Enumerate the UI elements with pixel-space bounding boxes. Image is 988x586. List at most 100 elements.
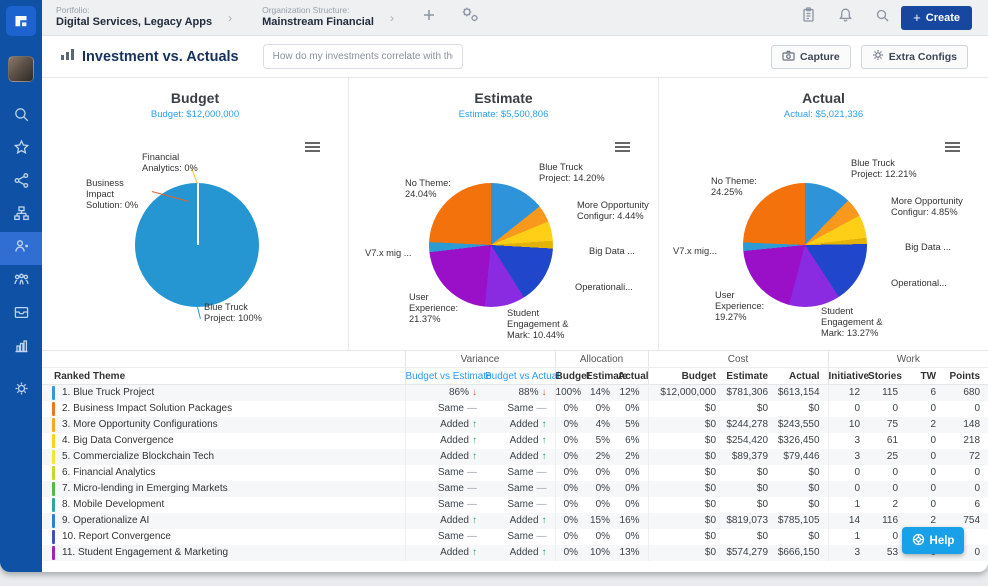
allocation-cell: 0%	[618, 465, 648, 481]
work-cell: 1	[828, 529, 868, 545]
logo-icon	[6, 6, 36, 36]
table-row[interactable]: 7. Micro-lending in Emerging MarketsSame…	[42, 481, 988, 497]
column-header[interactable]: Budget	[555, 368, 586, 385]
chart-title: Budget	[42, 90, 348, 106]
cost-cell: $0	[724, 497, 776, 513]
table-row[interactable]: 4. Big Data ConvergenceAdded↑Added↑0%5%6…	[42, 433, 988, 449]
theme-cell[interactable]: 7. Micro-lending in Emerging Markets	[42, 481, 405, 497]
clipboard-button[interactable]	[801, 7, 816, 28]
column-header[interactable]: Budget vs Estimate	[405, 368, 485, 385]
sidebar-item-hierarchy[interactable]	[0, 199, 42, 232]
column-header[interactable]: Budget	[648, 368, 724, 385]
allocation-cell: 0%	[555, 481, 586, 497]
cost-cell: $79,446	[776, 449, 828, 465]
table-row[interactable]: 9. Operationalize AIAdded↑Added↑0%15%16%…	[42, 513, 988, 529]
sidebar-item-settings[interactable]	[0, 374, 42, 407]
add-structure-button[interactable]	[421, 7, 437, 28]
work-cell: 218	[944, 433, 988, 449]
breadcrumb-portfolio[interactable]: Portfolio: Digital Services, Legacy Apps	[56, 6, 212, 28]
theme-cell[interactable]: 2. Business Impact Solution Packages	[42, 401, 405, 417]
theme-cell[interactable]: 5. Commercialize Blockchain Tech	[42, 449, 405, 465]
pie-label: More Opportunity Configur: 4.85%	[891, 196, 971, 218]
notifications-button[interactable]	[838, 7, 853, 28]
work-cell: 680	[944, 385, 988, 401]
allocation-cell: 0%	[586, 481, 618, 497]
table-row[interactable]: 3. More Opportunity ConfigurationsAdded↑…	[42, 417, 988, 433]
table-row[interactable]: 5. Commercialize Blockchain TechAdded↑Ad…	[42, 449, 988, 465]
column-header[interactable]: Initiative	[828, 368, 868, 385]
theme-cell[interactable]: 8. Mobile Development	[42, 497, 405, 513]
theme-cell[interactable]: 6. Financial Analytics	[42, 465, 405, 481]
sidebar-item-reports[interactable]	[0, 331, 42, 364]
chart-title: Actual	[659, 90, 988, 106]
work-cell: 61	[868, 433, 906, 449]
app-logo[interactable]	[0, 0, 42, 42]
theme-cell[interactable]: 11. Student Engagement & Marketing	[42, 545, 405, 561]
variance-cell: Same—	[405, 481, 485, 497]
allocation-cell: 0%	[618, 497, 648, 513]
breadcrumb-organization[interactable]: Organization Structure: Mainstream Finan…	[262, 6, 374, 28]
configure-structure-button[interactable]	[459, 5, 481, 30]
user-avatar[interactable]	[8, 56, 34, 82]
column-header[interactable]: Estimate	[724, 368, 776, 385]
allocation-cell: 5%	[586, 433, 618, 449]
column-header[interactable]: Points	[944, 368, 988, 385]
table-row[interactable]: 6. Financial AnalyticsSame—Same—0%0%0%$0…	[42, 465, 988, 481]
work-cell: 0	[906, 497, 944, 513]
capture-button[interactable]: Capture	[771, 45, 851, 69]
column-header[interactable]: Stories	[868, 368, 906, 385]
allocation-cell: 0%	[586, 529, 618, 545]
no-change-icon: —	[467, 467, 477, 478]
theme-cell[interactable]: 9. Operationalize AI	[42, 513, 405, 529]
theme-cell[interactable]: 3. More Opportunity Configurations	[42, 417, 405, 433]
sidebar-item-favorites[interactable]	[0, 133, 42, 166]
column-header[interactable]: TW	[906, 368, 944, 385]
allocation-cell: 0%	[586, 401, 618, 417]
column-header[interactable]: Budget vs Actual	[485, 368, 555, 385]
table-row[interactable]: 11. Student Engagement & MarketingAdded↑…	[42, 545, 988, 561]
chart-panel-estimate: Estimate Estimate: $5,500,806 Blue Truck…	[348, 78, 658, 350]
extra-configs-label: Extra Configs	[889, 51, 957, 63]
variance-cell: Added↑	[405, 433, 485, 449]
column-header[interactable]: Actual	[618, 368, 648, 385]
allocation-cell: 0%	[555, 465, 586, 481]
column-header[interactable]: Estimate	[586, 368, 618, 385]
pie-label: Big Data ...	[589, 246, 653, 257]
sidebar-item-investments[interactable]	[0, 232, 42, 265]
people-analytics-icon	[13, 238, 30, 260]
sidebar-item-connections[interactable]	[0, 166, 42, 199]
theme-color-bar	[52, 402, 55, 416]
trend-up-icon: ↑	[542, 515, 547, 526]
capture-label: Capture	[800, 51, 840, 63]
pie-chart-estimate[interactable]	[429, 183, 553, 307]
table-row[interactable]: 10. Report ConvergenceSame—Same—0%0%0%$0…	[42, 529, 988, 545]
help-button[interactable]: Help	[902, 527, 964, 554]
question-input[interactable]	[263, 44, 463, 69]
theme-cell[interactable]: 10. Report Convergence	[42, 529, 405, 545]
pie-chart-actual[interactable]	[743, 183, 867, 307]
create-button[interactable]: +Create	[901, 6, 972, 30]
cost-cell: $0	[724, 529, 776, 545]
chart-menu-icon[interactable]	[945, 140, 960, 154]
chart-menu-icon[interactable]	[615, 140, 630, 154]
allocation-cell: 0%	[555, 513, 586, 529]
table-row[interactable]: 1. Blue Truck Project86%↓88%↓100%14%12%$…	[42, 385, 988, 401]
chart-subtitle: Estimate: $5,500,806	[349, 109, 658, 120]
work-cell: 0	[906, 481, 944, 497]
help-label: Help	[930, 535, 955, 547]
column-header-ranked-theme[interactable]: Ranked Theme	[42, 368, 405, 385]
chart-menu-icon[interactable]	[305, 140, 320, 154]
pie-label: Blue Truck Project: 14.20%	[539, 162, 609, 184]
table-row[interactable]: 2. Business Impact Solution PackagesSame…	[42, 401, 988, 417]
extra-configs-button[interactable]: Extra Configs	[861, 45, 968, 69]
sidebar-item-search[interactable]	[0, 100, 42, 133]
cost-cell: $244,278	[724, 417, 776, 433]
theme-cell[interactable]: 1. Blue Truck Project	[42, 385, 405, 401]
sidebar-item-teams[interactable]	[0, 265, 42, 298]
search-button[interactable]	[875, 8, 890, 28]
theme-cell[interactable]: 4. Big Data Convergence	[42, 433, 405, 449]
table-row[interactable]: 8. Mobile DevelopmentSame—Same—0%0%0%$0$…	[42, 497, 988, 513]
portfolio-label: Portfolio:	[56, 6, 212, 16]
column-header[interactable]: Actual	[776, 368, 828, 385]
sidebar-item-archive[interactable]	[0, 298, 42, 331]
